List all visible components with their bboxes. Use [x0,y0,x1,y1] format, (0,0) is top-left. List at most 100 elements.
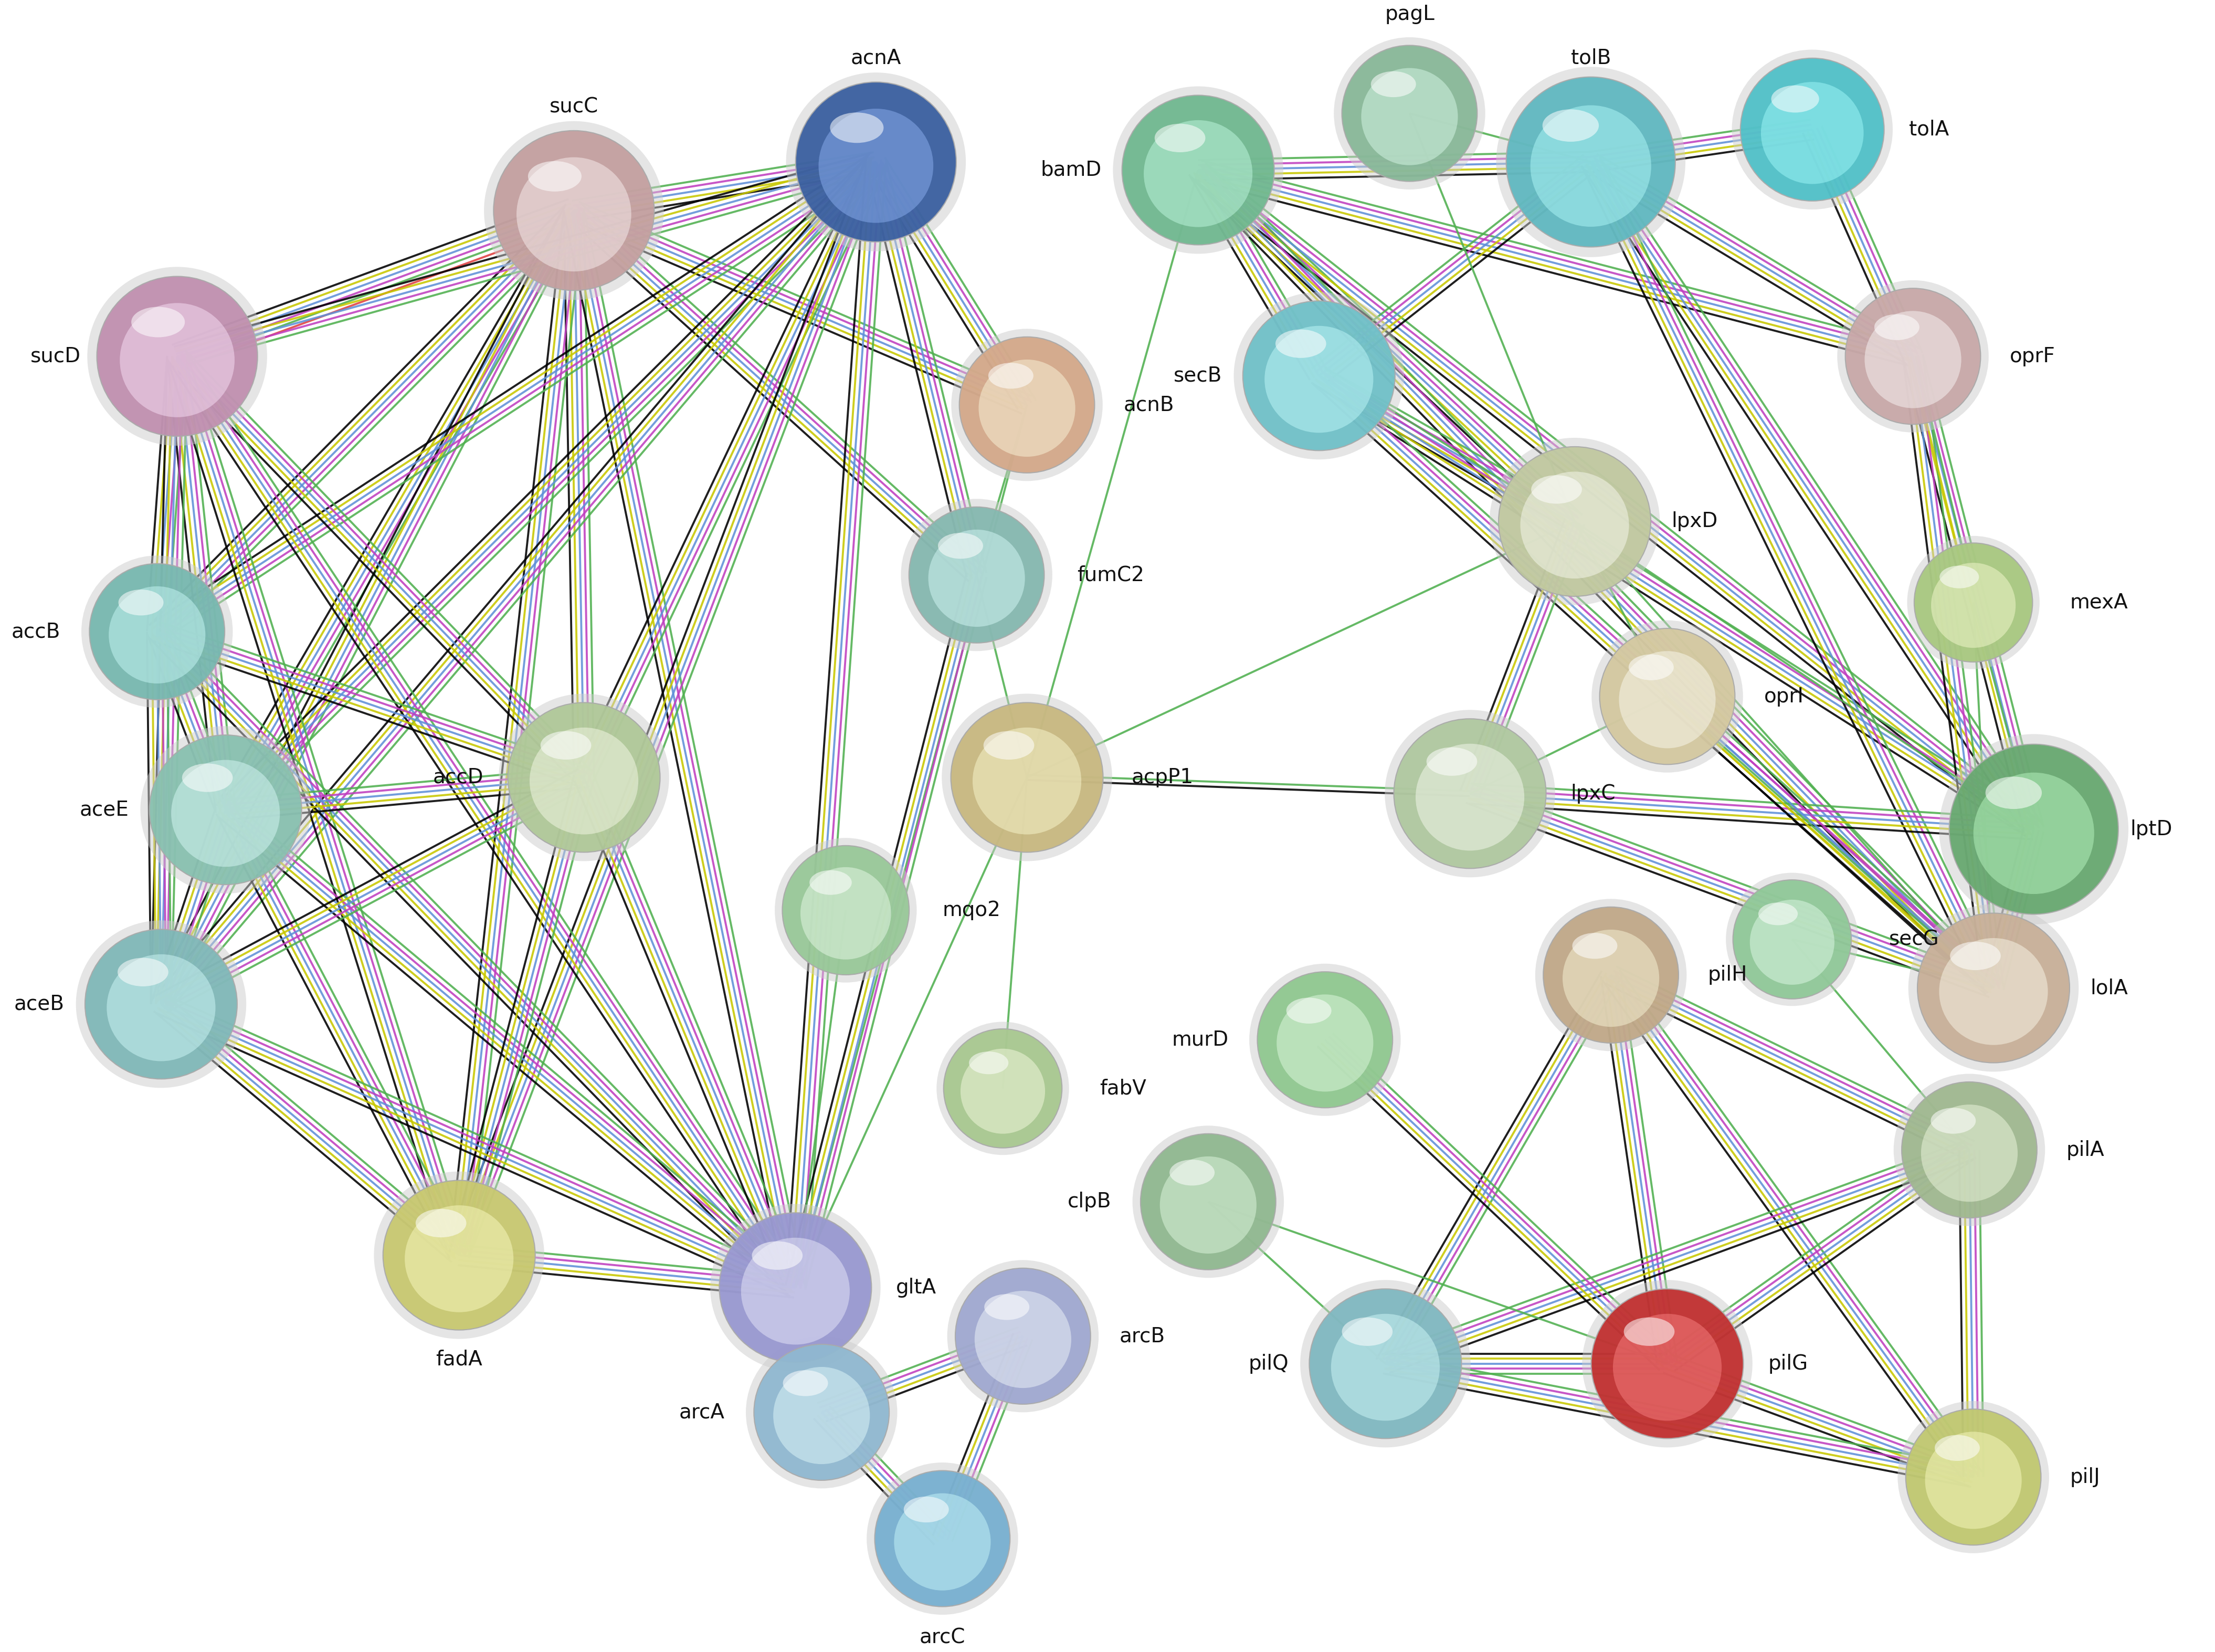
Ellipse shape [86,268,268,446]
Ellipse shape [937,1023,1070,1155]
Ellipse shape [1384,710,1555,877]
Ellipse shape [416,1209,467,1237]
Text: tolB: tolB [1570,48,1610,68]
Ellipse shape [795,83,957,241]
Ellipse shape [405,1206,514,1312]
Ellipse shape [182,763,233,791]
Ellipse shape [1898,1401,2049,1553]
Ellipse shape [140,727,310,894]
Ellipse shape [1573,933,1617,958]
Ellipse shape [941,694,1112,861]
Ellipse shape [711,1204,882,1371]
Ellipse shape [1154,124,1205,152]
Ellipse shape [75,920,246,1089]
Ellipse shape [831,112,884,144]
Ellipse shape [1362,68,1457,165]
Ellipse shape [1938,733,2129,925]
Ellipse shape [1599,628,1734,765]
Ellipse shape [1725,872,1858,1006]
Ellipse shape [1914,544,2033,662]
Ellipse shape [1741,58,1885,202]
Ellipse shape [875,1470,1010,1607]
Text: sucD: sucD [31,347,80,367]
Ellipse shape [773,1366,870,1464]
Ellipse shape [1287,998,1331,1024]
Ellipse shape [782,1370,828,1396]
Text: lptD: lptD [2131,819,2173,839]
Ellipse shape [1415,743,1524,851]
Ellipse shape [1845,289,1980,425]
Text: tolA: tolA [1909,119,1949,139]
Ellipse shape [82,555,233,707]
Text: lolA: lolA [2091,978,2129,998]
Ellipse shape [944,1029,1061,1148]
Ellipse shape [1613,1313,1721,1421]
Ellipse shape [97,276,257,436]
Ellipse shape [908,507,1043,643]
Ellipse shape [1628,654,1675,681]
Text: secG: secG [1889,930,1938,950]
Ellipse shape [374,1171,545,1338]
Ellipse shape [1619,651,1717,748]
Ellipse shape [483,121,664,301]
Ellipse shape [1531,476,1582,504]
Ellipse shape [983,732,1034,760]
Ellipse shape [1276,995,1373,1092]
Text: murD: murD [1172,1029,1229,1049]
Ellipse shape [928,530,1026,626]
Ellipse shape [1342,1317,1393,1346]
Ellipse shape [746,1336,897,1488]
Text: aceB: aceB [13,995,64,1014]
Text: arcB: arcB [1119,1327,1165,1346]
Ellipse shape [972,727,1081,834]
Text: fumC2: fumC2 [1076,565,1145,585]
Text: aceE: aceE [80,800,128,819]
Ellipse shape [979,360,1074,456]
Ellipse shape [800,867,890,960]
Text: pilQ: pilQ [1249,1353,1289,1374]
Ellipse shape [775,838,917,983]
Ellipse shape [753,1345,888,1480]
Text: mexA: mexA [2071,593,2129,613]
Ellipse shape [171,760,279,867]
Ellipse shape [1732,881,1852,999]
Ellipse shape [1931,563,2016,648]
Ellipse shape [1903,1082,2038,1218]
Ellipse shape [1265,325,1373,433]
Ellipse shape [1931,1108,1976,1133]
Ellipse shape [1371,71,1415,97]
Ellipse shape [1519,471,1628,578]
Ellipse shape [1732,50,1892,210]
Ellipse shape [820,109,933,223]
Ellipse shape [866,1462,1019,1614]
Ellipse shape [540,732,591,760]
Ellipse shape [1161,1156,1256,1254]
Ellipse shape [1940,565,1978,588]
Ellipse shape [1426,747,1477,776]
Ellipse shape [975,1290,1072,1388]
Ellipse shape [1974,773,2093,894]
Text: pagL: pagL [1384,5,1435,25]
Ellipse shape [1772,86,1819,112]
Ellipse shape [955,1269,1090,1404]
Text: lpxC: lpxC [1570,783,1615,803]
Ellipse shape [1170,1160,1214,1186]
Text: acpP1: acpP1 [1132,768,1194,788]
Ellipse shape [1123,96,1274,244]
Text: arcA: arcA [680,1403,724,1422]
Ellipse shape [1535,899,1686,1051]
Ellipse shape [1894,1074,2044,1226]
Text: arcC: arcC [919,1627,966,1647]
Ellipse shape [1309,1289,1462,1439]
Ellipse shape [1918,914,2069,1062]
Ellipse shape [1590,1289,1743,1439]
Ellipse shape [904,1497,948,1523]
Text: acnA: acnA [851,48,902,68]
Ellipse shape [808,871,853,895]
Text: fabV: fabV [1099,1079,1145,1099]
Ellipse shape [1938,938,2049,1046]
Ellipse shape [120,302,235,418]
Text: acnB: acnB [1123,395,1174,415]
Ellipse shape [1874,314,1920,340]
Ellipse shape [742,1237,851,1345]
